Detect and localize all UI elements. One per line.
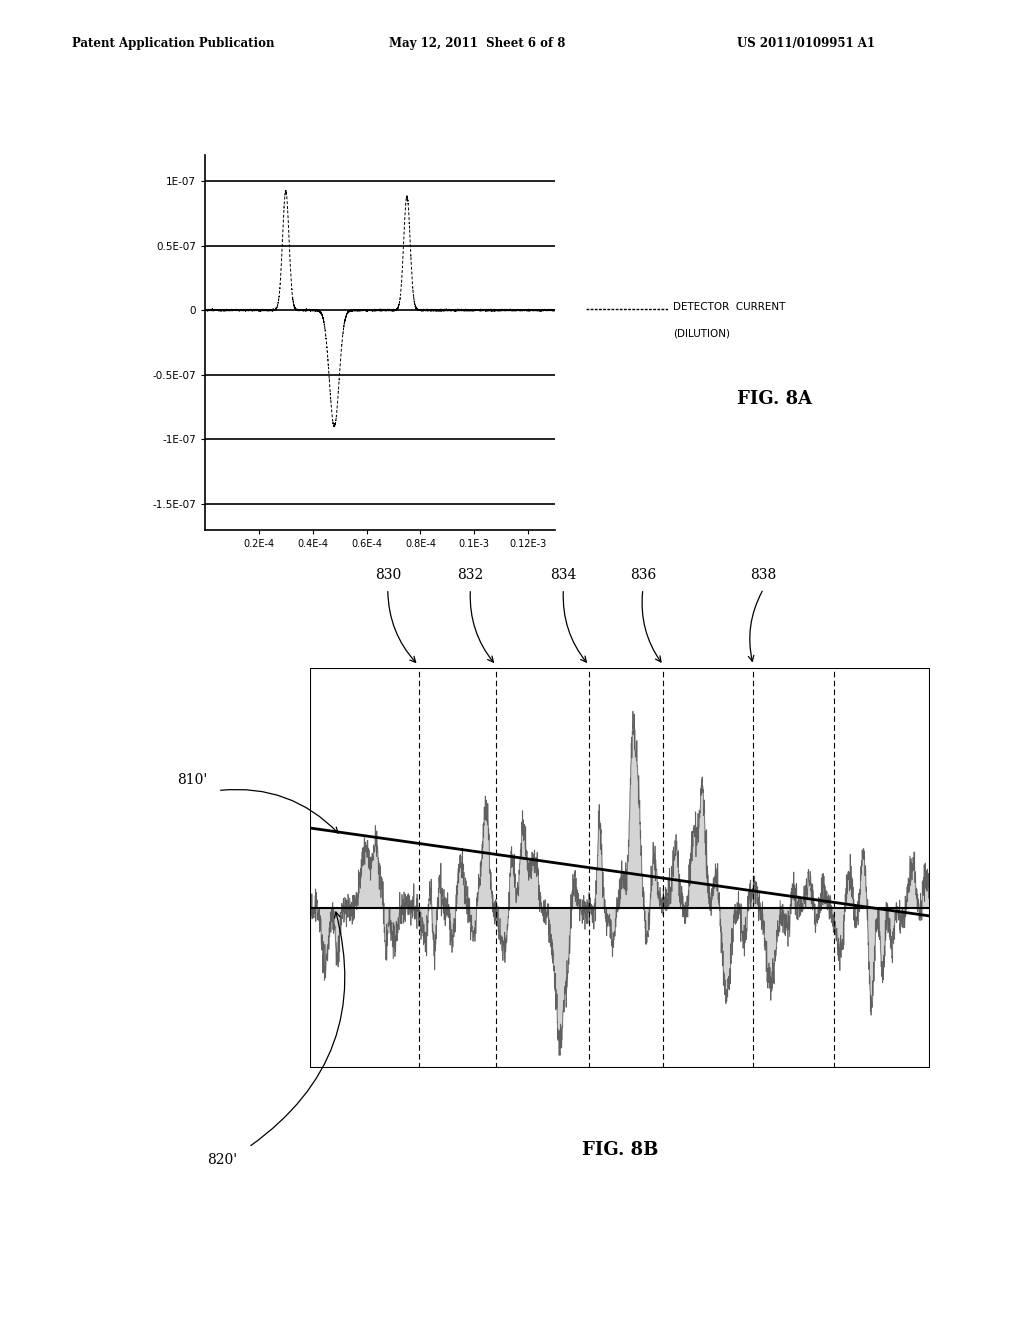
Text: FIG. 8A: FIG. 8A: [737, 389, 812, 408]
Text: 832: 832: [458, 568, 483, 582]
Text: 838: 838: [751, 568, 776, 582]
Text: 830: 830: [375, 568, 401, 582]
Text: 810': 810': [177, 774, 207, 787]
Text: Patent Application Publication: Patent Application Publication: [72, 37, 274, 50]
Text: 820': 820': [208, 1154, 238, 1167]
Text: FIG. 8B: FIG. 8B: [582, 1140, 658, 1159]
Text: US 2011/0109951 A1: US 2011/0109951 A1: [737, 37, 876, 50]
Text: 836: 836: [630, 568, 656, 582]
Text: 834: 834: [550, 568, 577, 582]
Text: May 12, 2011  Sheet 6 of 8: May 12, 2011 Sheet 6 of 8: [389, 37, 565, 50]
Text: (DILUTION): (DILUTION): [673, 329, 730, 339]
Text: DETECTOR  CURRENT: DETECTOR CURRENT: [673, 302, 785, 313]
